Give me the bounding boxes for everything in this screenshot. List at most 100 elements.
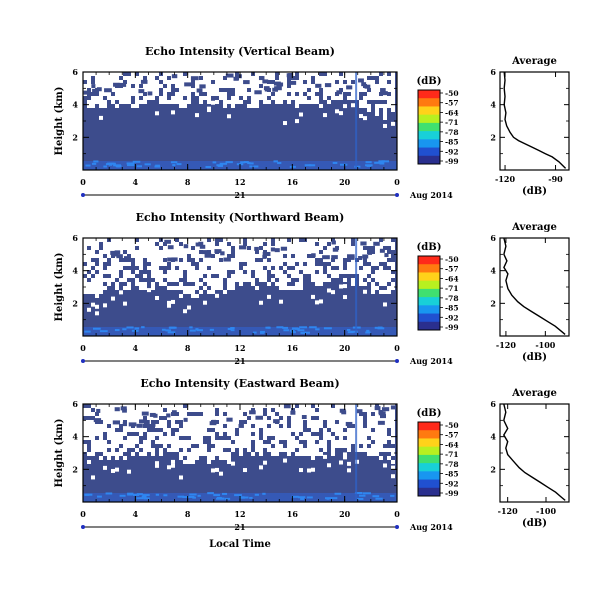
heatmap-cell xyxy=(211,246,215,250)
heatmap-cell xyxy=(319,242,323,246)
heatmap-cell xyxy=(87,76,91,80)
heatmap-cell xyxy=(183,428,187,432)
heatmap-cell xyxy=(235,258,239,262)
heatmap-cell xyxy=(143,254,147,258)
x-tick-label: 12 xyxy=(234,343,245,353)
heatmap-cell xyxy=(227,80,231,84)
heatmap-cell xyxy=(183,266,187,270)
heatmap-cell xyxy=(199,452,203,456)
heatmap-cell xyxy=(91,242,95,246)
heatmap-cell xyxy=(163,72,167,76)
heatmap-cell xyxy=(115,404,119,408)
heatmap-cell xyxy=(215,246,219,250)
heatmap-cell xyxy=(247,254,251,258)
heatmap-cell xyxy=(243,444,247,448)
heatmap-cell xyxy=(243,436,247,440)
heatmap-cell xyxy=(327,436,331,440)
heatmap-cell xyxy=(235,424,239,428)
heatmap-cell xyxy=(103,84,107,88)
heatmap-cell xyxy=(287,258,291,262)
date-day-label: 21 xyxy=(234,356,245,366)
heatmap-cell xyxy=(299,112,303,117)
heatmap-cell xyxy=(211,262,215,266)
heatmap-cell xyxy=(199,290,203,294)
colorbar-segment xyxy=(418,114,440,124)
heatmap-cell xyxy=(371,452,375,456)
heatmap-cell xyxy=(267,254,271,258)
heatmap-cell xyxy=(159,100,163,104)
heatmap-cell xyxy=(227,404,231,408)
heatmap-cell xyxy=(123,432,127,436)
heatmap-cell xyxy=(187,92,191,96)
heatmap-cell xyxy=(165,329,171,332)
heatmap-cell xyxy=(367,432,371,436)
heatmap-cell xyxy=(187,286,191,290)
heatmap-cell xyxy=(291,92,295,96)
heatmap-cell xyxy=(159,242,163,246)
heatmap-cell xyxy=(247,444,251,448)
heatmap-cell xyxy=(243,96,247,100)
heatmap-cell xyxy=(275,242,279,246)
heatmap-cell xyxy=(374,406,381,411)
heatmap-cell xyxy=(195,282,199,286)
heatmap-cell xyxy=(255,408,259,412)
heatmap-cell xyxy=(346,328,351,331)
heatmap-cell xyxy=(95,80,99,84)
heatmap-cell xyxy=(243,404,247,408)
heatmap-cell xyxy=(291,286,295,290)
heatmap-cell xyxy=(167,465,171,470)
heatmap-cell xyxy=(123,92,127,96)
heatmap-cell xyxy=(143,282,147,286)
heatmap-cell xyxy=(127,76,131,80)
heatmap-cell xyxy=(247,404,251,408)
heatmap-cell xyxy=(311,456,315,460)
heatmap-cell xyxy=(255,274,259,278)
heatmap-cell xyxy=(363,100,367,104)
heatmap-cell xyxy=(251,92,255,96)
heatmap-cell xyxy=(243,254,247,258)
heatmap-cell xyxy=(123,428,127,432)
heatmap-cell xyxy=(339,250,343,254)
average-profile-line xyxy=(503,71,567,169)
heatmap-cell xyxy=(83,238,87,242)
heatmap-cell xyxy=(91,278,95,282)
heatmap-cell xyxy=(196,329,203,332)
heatmap-cell xyxy=(331,250,335,254)
heatmap-cell xyxy=(255,412,259,416)
heatmap-cell xyxy=(151,270,155,274)
heatmap-cell xyxy=(211,238,215,242)
heatmap-cell xyxy=(267,326,271,329)
heatmap-cell xyxy=(203,412,207,416)
heatmap-cell xyxy=(351,92,355,96)
heatmap-cell xyxy=(87,84,91,88)
heatmap-cell xyxy=(383,420,387,424)
heatmap-cell xyxy=(247,250,251,254)
heatmap-cell xyxy=(271,262,275,266)
heatmap-cell xyxy=(387,274,391,278)
heatmap-cell xyxy=(195,113,199,118)
heatmap-cell xyxy=(335,76,339,80)
heatmap-cell xyxy=(91,246,95,250)
heatmap-cell xyxy=(159,274,163,278)
heatmap-cell xyxy=(107,428,111,432)
heatmap-cell xyxy=(299,246,303,250)
heatmap-cell xyxy=(282,326,289,329)
heatmap-cell xyxy=(219,286,223,290)
heatmap-cell xyxy=(215,467,219,472)
colorbar-segment xyxy=(418,98,440,107)
heatmap-cell xyxy=(116,254,123,259)
heatmap-cell xyxy=(379,428,383,432)
heatmap-cell xyxy=(279,76,283,80)
heatmap-cell xyxy=(227,266,231,270)
heatmap-cell xyxy=(103,278,107,282)
heatmap-cell xyxy=(191,270,195,274)
heatmap-cell xyxy=(207,246,211,250)
heatmap-cell xyxy=(283,286,287,290)
heatmap-cell xyxy=(151,262,155,266)
heatmap-cell xyxy=(273,419,280,424)
y-tick-label: 2 xyxy=(72,464,78,474)
heatmap-cell xyxy=(343,432,347,436)
heatmap-cell xyxy=(231,266,235,270)
heatmap-cell xyxy=(99,270,103,274)
heatmap-cell xyxy=(155,84,159,88)
